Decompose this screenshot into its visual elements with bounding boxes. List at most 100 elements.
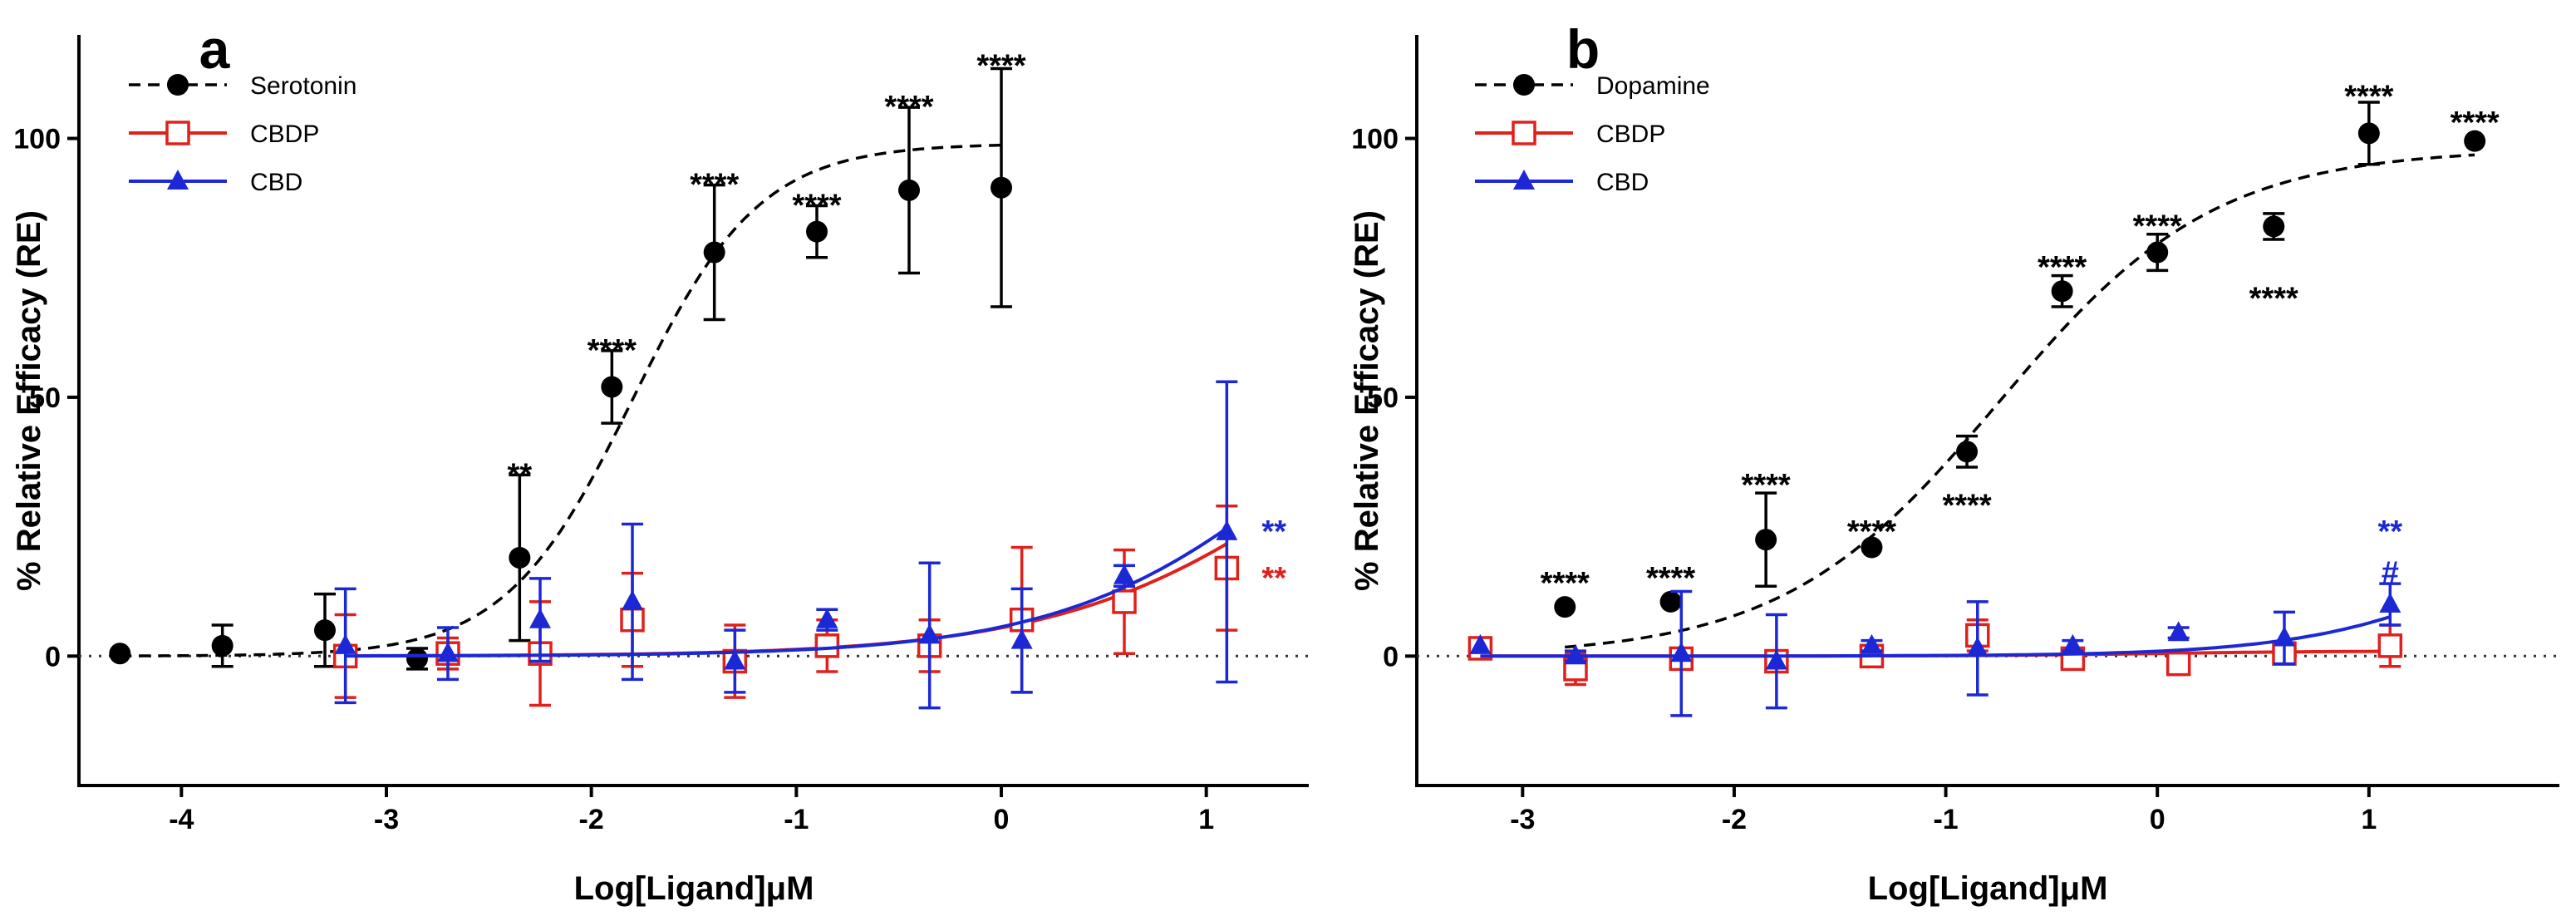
- p1-legend-item-cbdp: CBDP: [1475, 121, 1665, 148]
- p1-dopamine-significance-label: ****: [1541, 566, 1590, 601]
- p1-cbd-significance-label: #: [2382, 556, 2399, 591]
- p0-cbdp-significance-label: **: [1261, 561, 1286, 596]
- p1-cbd-point: [1861, 633, 1883, 654]
- panel-a: a % Relative Efficacy (RE) Log[Ligand]μM…: [11, 18, 1309, 907]
- p1-xtick-label: -3: [1510, 804, 1535, 835]
- p1-cbd-point: [2062, 633, 2084, 654]
- p0-serotonin-series: **********************: [109, 48, 1026, 671]
- p1-cbd-point: [1765, 649, 1787, 670]
- p1-ytick-label: 100: [1351, 124, 1399, 155]
- p0-serotonin-point: [211, 634, 234, 657]
- p0-serotonin-significance-label: ****: [690, 168, 739, 203]
- p0-serotonin-significance-label: ****: [792, 189, 841, 224]
- p0-cbd-point: [622, 589, 643, 610]
- p1-dopamine-point: [1659, 590, 1682, 613]
- p1-cbd-point: [1564, 644, 1586, 665]
- p1-cbd-significance-label: **: [2378, 515, 2403, 549]
- p0-xtick-label: 1: [1198, 804, 1214, 835]
- p0-cbd-point: [1010, 628, 1033, 649]
- p1-cbdp-point: [2377, 633, 2403, 658]
- panel-a-xlabel: Log[Ligand]μM: [574, 870, 814, 907]
- p0-serotonin-point: [991, 176, 1012, 199]
- p1-xtick-label: 1: [2361, 804, 2377, 835]
- p1-cbdp-series: [1467, 618, 2403, 687]
- p1-dopamine-point: [2263, 215, 2285, 238]
- p0-legend-label: CBDP: [250, 121, 319, 148]
- p0-cbd-point: [1113, 564, 1135, 584]
- p0-serotonin-significance-label: ****: [884, 90, 933, 125]
- p0-serotonin-point: [406, 648, 428, 670]
- p1-dopamine-fit-curve: [1565, 153, 2475, 649]
- p0-serotonin-point: [314, 619, 336, 642]
- p0-serotonin-point: [806, 220, 828, 243]
- p1-legend-label: CBDP: [1596, 121, 1665, 148]
- panel-a-letter: a: [199, 18, 231, 80]
- p0-cbd-point: [334, 633, 356, 654]
- p1-ytick-label: 0: [1383, 641, 1399, 672]
- p0-legend-item-serotonin: Serotonin: [129, 72, 356, 100]
- p1-ytick-label: 50: [1367, 382, 1399, 414]
- p0-cbd-point: [724, 649, 746, 670]
- p1-cbd-point: [2167, 621, 2190, 642]
- p0-ytick-label: 50: [29, 382, 61, 414]
- p0-legend-label: Serotonin: [250, 72, 356, 100]
- p1-dopamine-point: [2357, 122, 2380, 145]
- p1-cbd-point: [2273, 626, 2295, 647]
- p1-dopamine-significance-label: ****: [2451, 106, 2500, 140]
- panel-b: b % Relative Efficacy (RE) Log[Ligand]μM…: [1349, 18, 2559, 907]
- p0-ytick-label: 100: [13, 124, 61, 155]
- p0-xtick-label: -3: [374, 804, 399, 835]
- p1-dopamine-significance-label: ****: [2133, 209, 2182, 244]
- p1-dopamine-point: [1554, 596, 1576, 618]
- p0-legend-item-cbd: CBD: [129, 169, 302, 196]
- p0-cbd-fit-curve: [345, 526, 1228, 658]
- panel-b-xlabel: Log[Ligand]μM: [1868, 870, 2108, 907]
- p1-dopamine-significance-label: ****: [1742, 468, 1791, 503]
- p0-xtick-label: -4: [169, 804, 194, 835]
- panel-a-ylabel: % Relative Efficacy (RE): [11, 210, 47, 591]
- p1-cbd-fit-curve: [1480, 615, 2391, 658]
- p1-cbd-point: [1469, 633, 1492, 654]
- p1-dopamine-significance-label: ****: [2344, 80, 2393, 115]
- panel-b-letter: b: [1566, 18, 1600, 80]
- p1-dopamine-point: [1861, 536, 1883, 559]
- p1-legend-label: Dopamine: [1596, 72, 1710, 100]
- p1-dopamine-point: [1755, 529, 1777, 551]
- p0-serotonin-point: [601, 376, 623, 398]
- p0-cbd-point: [1216, 520, 1238, 540]
- p0-ytick-label: 0: [45, 641, 61, 672]
- p0-serotonin-fit-curve: [120, 143, 1002, 658]
- p1-cbd-point: [1966, 636, 1989, 657]
- p1-dopamine-significance-label: ****: [2249, 282, 2298, 317]
- p0-serotonin-point: [703, 241, 725, 263]
- p0-serotonin-significance-label: ****: [587, 333, 637, 368]
- p0-cbd-point: [816, 608, 838, 628]
- p0-cbd-significance-label: **: [1261, 515, 1286, 549]
- p1-cbd-point: [1670, 642, 1693, 662]
- p1-dopamine-point: [2051, 280, 2073, 303]
- p1-legend-item-cbd: CBD: [1475, 169, 1649, 196]
- p1-dopamine-point: [2146, 241, 2169, 263]
- p0-legend-item-cbdp: CBDP: [129, 121, 319, 148]
- p1-dopamine-significance-label: ****: [2038, 250, 2087, 285]
- p0-cbd-point: [529, 608, 551, 628]
- p0-serotonin-significance-label: ****: [976, 48, 1025, 83]
- p1-dopamine-point: [1956, 441, 1979, 463]
- p1-legend: Dopamine CBDP CBD: [1475, 72, 1710, 196]
- p1-dopamine-significance-label: ****: [1847, 515, 1896, 549]
- p0-serotonin-point: [109, 643, 131, 665]
- p1-legend-item-dopamine: Dopamine: [1475, 72, 1710, 100]
- p0-legend-label: CBD: [250, 169, 302, 196]
- p1-dopamine-significance-label: ****: [1942, 489, 1991, 524]
- p0-serotonin-point: [509, 546, 531, 569]
- p1-xtick-label: -2: [1722, 804, 1747, 835]
- p1-cbdp-point: [2166, 651, 2191, 677]
- p1-xtick-label: 0: [2150, 804, 2166, 835]
- p1-dopamine-series: **** ************************************: [1541, 80, 2500, 649]
- p1-xtick-label: -1: [1933, 804, 1958, 835]
- p0-serotonin-point: [898, 179, 920, 201]
- panel-b-ylabel: % Relative Efficacy (RE): [1349, 210, 1385, 591]
- p0-xtick-label: -2: [579, 804, 604, 835]
- p0-cbdp-series: **: [332, 504, 1286, 707]
